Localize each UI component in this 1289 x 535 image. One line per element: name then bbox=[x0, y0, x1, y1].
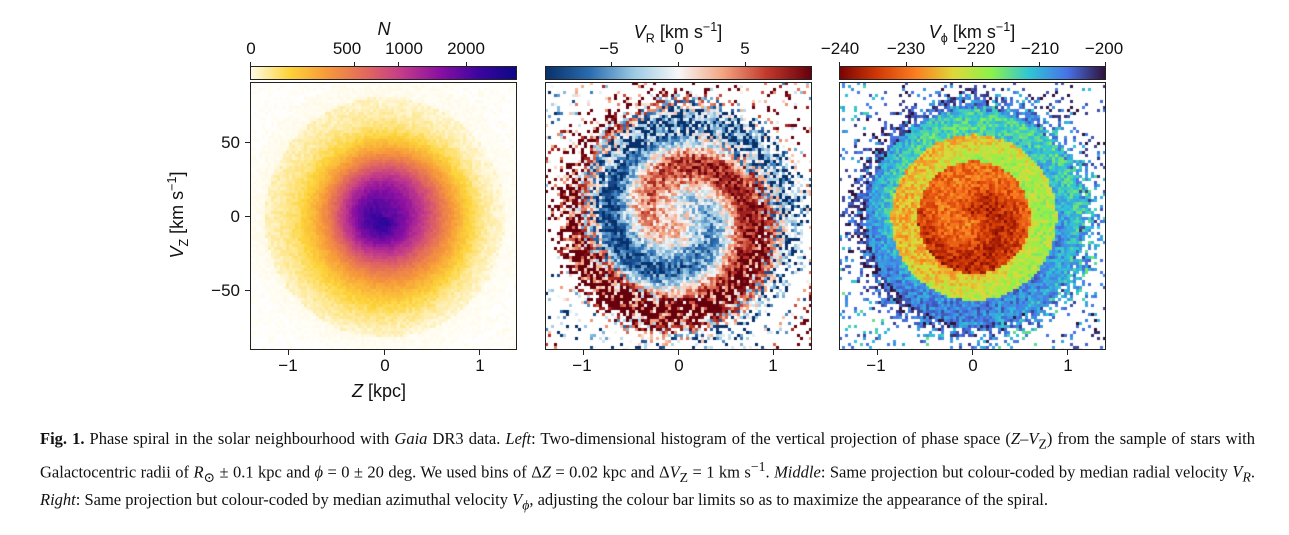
histogram-panel bbox=[250, 82, 517, 350]
y-tick-minus50: −50 bbox=[211, 281, 240, 300]
x-tick-right-0: 0 bbox=[968, 356, 978, 375]
y-axis-label: VZ [km s−1] bbox=[165, 171, 191, 259]
x-tick-mid-1: 1 bbox=[768, 356, 778, 375]
colorbar-right bbox=[839, 66, 1106, 80]
x-tick-mid-minus1: −1 bbox=[572, 356, 592, 375]
y-tick-0: 0 bbox=[230, 207, 240, 226]
cb-tick-right-4: −200 bbox=[1084, 39, 1124, 58]
figure: N VR [km s−1] Vϕ [km s−1] 0 500 1000 200… bbox=[165, 19, 1124, 401]
x-tick-mid-0: 0 bbox=[674, 356, 684, 375]
cb-tick-mid-1: 0 bbox=[674, 39, 684, 58]
colorbar-title-left: N bbox=[377, 19, 391, 39]
cb-tick-right-3: −210 bbox=[1020, 39, 1060, 58]
colorbar-title-middle: VR [km s−1] bbox=[633, 20, 723, 46]
cb-tick-mid-0: −5 bbox=[599, 39, 619, 58]
cb-tick-right-1: −230 bbox=[886, 39, 926, 58]
y-tick-50: 50 bbox=[221, 133, 240, 152]
cb-tick-left-3: 2000 bbox=[447, 39, 485, 58]
cb-tick-right-2: −220 bbox=[956, 39, 996, 58]
x-tick-left-0: 0 bbox=[380, 356, 390, 375]
x-tick-left-1: 1 bbox=[475, 356, 485, 375]
cb-tick-left-2: 1000 bbox=[385, 39, 423, 58]
colorbar-title-right: Vϕ [km s−1] bbox=[928, 20, 1016, 46]
colorbar-middle bbox=[545, 66, 812, 80]
cb-tick-left-0: 0 bbox=[246, 39, 256, 58]
cb-tick-mid-2: 5 bbox=[740, 39, 750, 58]
cb-tick-right-0: −240 bbox=[820, 39, 860, 58]
x-axis-label: Z [kpc] bbox=[352, 381, 407, 401]
x-tick-right-minus1: −1 bbox=[866, 356, 886, 375]
colorbar-left bbox=[250, 66, 517, 80]
x-tick-left-minus1: −1 bbox=[278, 356, 298, 375]
vphi-panel bbox=[839, 82, 1106, 350]
vr-panel bbox=[545, 82, 812, 350]
x-tick-right-1: 1 bbox=[1063, 356, 1073, 375]
cb-tick-left-1: 500 bbox=[332, 39, 362, 58]
figure-caption: Fig. 1. Phase spiral in the solar neighb… bbox=[40, 429, 1255, 513]
